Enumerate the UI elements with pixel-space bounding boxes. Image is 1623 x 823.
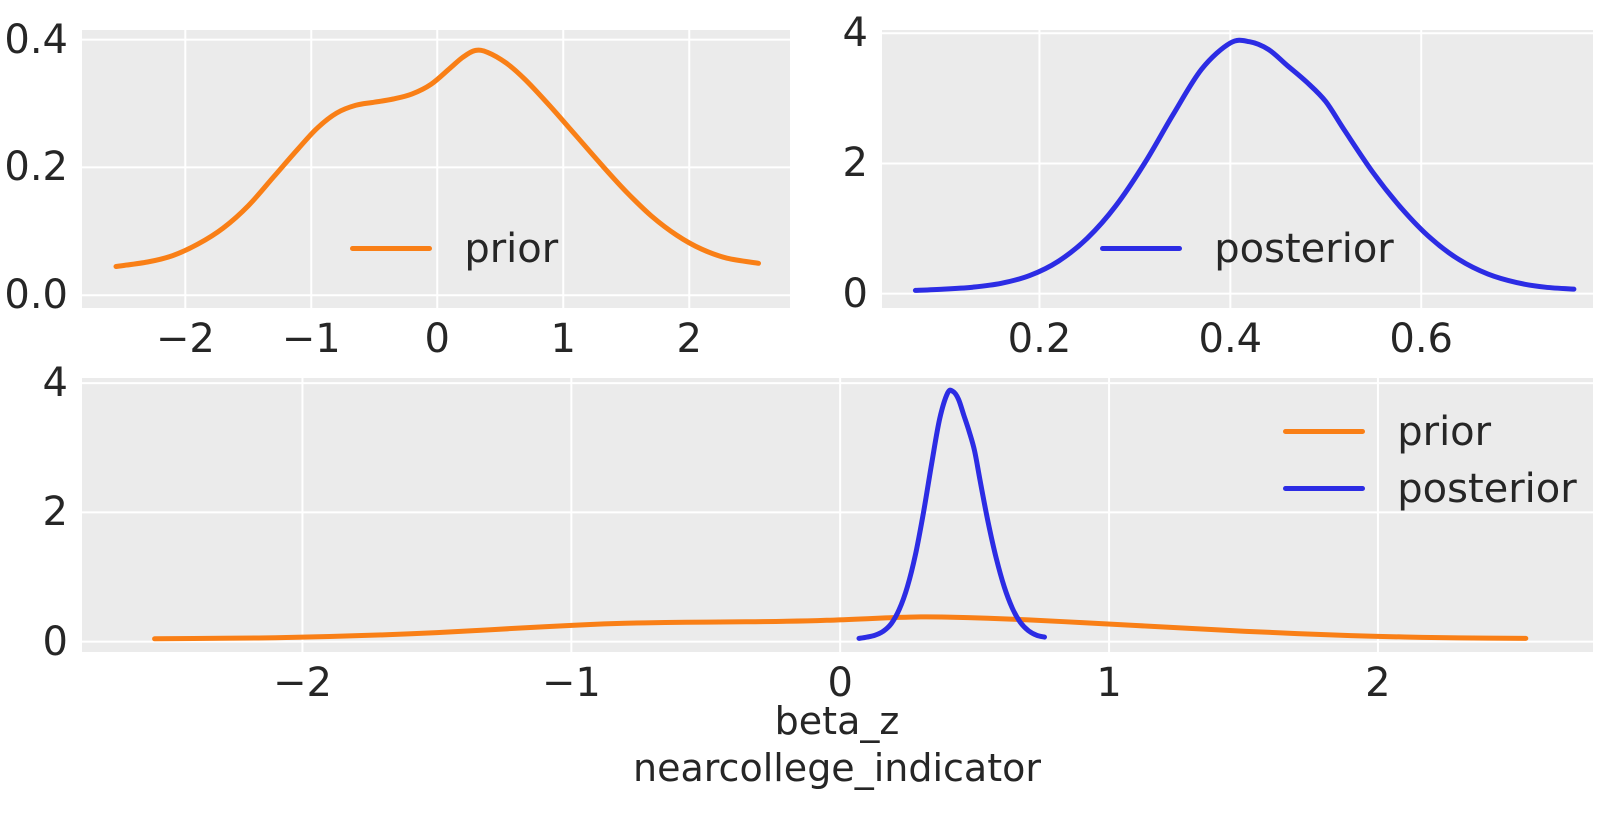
- y-tick-label: 4: [42, 360, 68, 407]
- y-tick-label: 0.4: [4, 16, 68, 63]
- legend: posterior: [1100, 225, 1394, 272]
- legend-item-posterior: posterior: [1283, 465, 1577, 512]
- y-tick-label: 0.0: [4, 272, 68, 319]
- x-tick-label: −2: [155, 316, 215, 362]
- legend: prior: [350, 226, 558, 272]
- y-tick-label: 0.2: [4, 144, 68, 191]
- legend-label: prior: [464, 225, 559, 272]
- x-axis-label-line1: beta_z: [774, 699, 900, 743]
- legend-item-prior: prior: [350, 226, 558, 272]
- x-tick-label: 0.2: [1007, 316, 1072, 362]
- subplot-combined-plot-area: [82, 378, 1593, 652]
- x-axis-label: beta_z nearcollege_indicator: [437, 698, 1237, 792]
- x-tick-label: 0: [424, 316, 450, 362]
- grid: [82, 378, 1593, 652]
- posterior-curve: [856, 387, 1047, 641]
- prior-canvas: [82, 30, 790, 308]
- combined-canvas: [82, 378, 1593, 652]
- posterior-canvas: [882, 30, 1593, 308]
- grid: [882, 30, 1593, 308]
- x-tick-label: −2: [272, 660, 332, 706]
- legend: prior posterior: [1283, 409, 1577, 512]
- legend-label: prior: [1397, 408, 1492, 455]
- x-tick-label: 0.4: [1198, 316, 1263, 362]
- legend-line-sample: [1100, 246, 1183, 252]
- legend-line-sample: [350, 246, 433, 252]
- legend-label: posterior: [1397, 465, 1577, 512]
- x-tick-label: 0.6: [1389, 316, 1454, 362]
- x-tick-label: 1: [550, 316, 576, 362]
- legend-line-sample: [1283, 429, 1366, 435]
- legend-item-prior: prior: [1283, 409, 1576, 455]
- y-tick-label: 0: [42, 618, 68, 665]
- prior-curve: [152, 614, 1529, 642]
- legend-label: posterior: [1214, 225, 1394, 272]
- legend-line-sample: [1283, 486, 1366, 492]
- posterior-curve: [912, 37, 1577, 293]
- prior-curve: [113, 47, 761, 269]
- x-axis-label-line2: nearcollege_indicator: [633, 746, 1041, 790]
- subplot-posterior-plot-area: [882, 30, 1593, 308]
- legend-item-posterior: posterior: [1100, 225, 1394, 272]
- subplot-prior-plot-area: [82, 30, 790, 308]
- y-tick-label: 2: [42, 489, 68, 536]
- x-tick-label: 2: [676, 316, 702, 362]
- x-tick-label: −1: [281, 316, 341, 362]
- x-tick-label: 2: [1365, 660, 1391, 706]
